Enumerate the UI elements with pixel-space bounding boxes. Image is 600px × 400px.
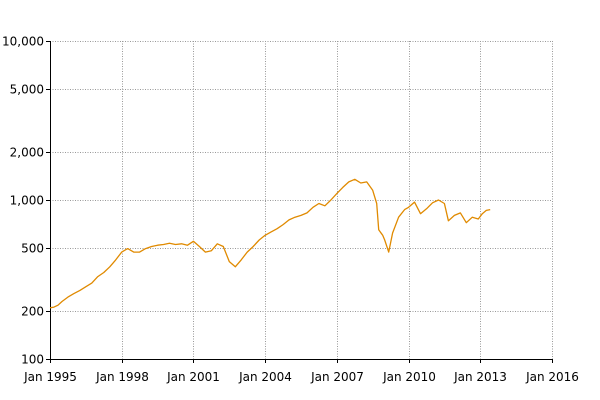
x-tick-label: Jan 2001 xyxy=(166,370,220,384)
x-tick-label: Jan 2010 xyxy=(382,370,436,384)
y-tick-labels: 100 200 500 1,000 2,000 5,000 10,000 xyxy=(2,35,44,367)
y-tick-label: 500 xyxy=(21,242,44,256)
x-tick-label: Jan 2007 xyxy=(310,370,364,384)
y-tick-label: 200 xyxy=(21,305,44,319)
y-tick-label: 5,000 xyxy=(10,83,44,97)
grid-lines xyxy=(50,41,553,360)
x-tick-label: Jan 1995 xyxy=(23,370,77,384)
y-tick-label: 10,000 xyxy=(2,35,44,49)
x-tick-label: Jan 2016 xyxy=(525,370,579,384)
y-tick-label: 2,000 xyxy=(10,146,44,160)
series-line xyxy=(49,178,491,309)
x-tick-label: Jan 2004 xyxy=(238,370,292,384)
y-tick-label: 100 xyxy=(21,353,44,367)
x-tick-labels: Jan 1995 Jan 1998 Jan 2001 Jan 2004 Jan 2007… xyxy=(23,370,579,384)
x-tick-label: Jan 2013 xyxy=(453,370,507,384)
plot-frame xyxy=(46,41,553,363)
y-tick-label: 1,000 xyxy=(10,194,44,208)
x-tick-label: Jan 1998 xyxy=(95,370,149,384)
series-layer xyxy=(49,178,491,309)
